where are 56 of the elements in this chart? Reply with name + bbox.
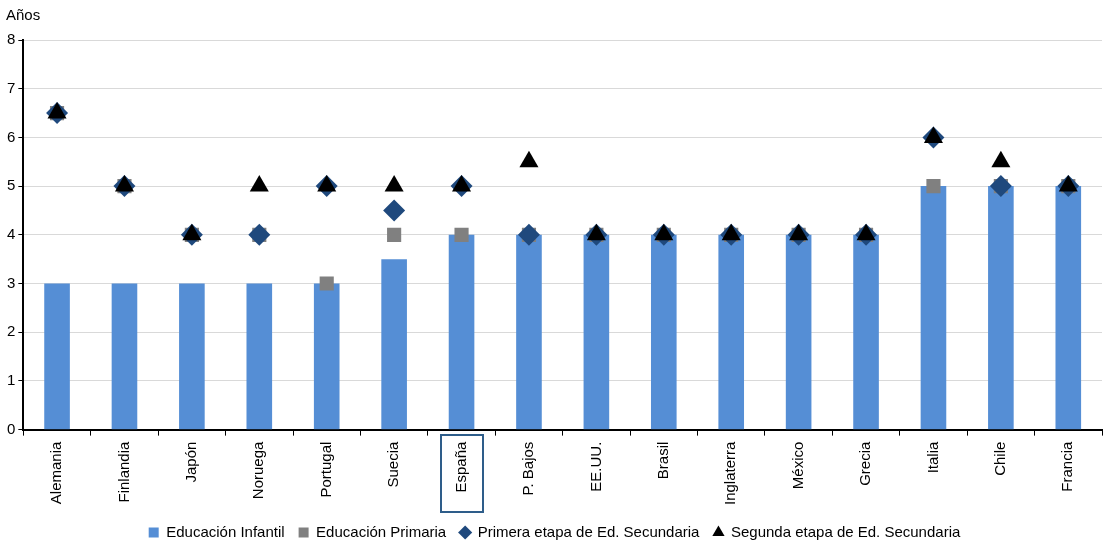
y-tick-label: 5 (7, 176, 16, 194)
bar (448, 234, 475, 430)
bar (111, 283, 138, 430)
y-tick-label: 4 (7, 224, 16, 242)
x-tick-label: EE.UU. (586, 441, 604, 492)
bar (920, 186, 947, 430)
point (317, 175, 337, 192)
y-tick-label: 3 (7, 273, 16, 291)
legend-label: Segunda etapa de Ed. Secundaria (730, 522, 961, 540)
point (454, 227, 469, 242)
point (923, 126, 943, 143)
point (517, 223, 540, 246)
x-tick-label: Finlandia (114, 440, 132, 503)
point (384, 175, 404, 192)
bar (313, 283, 340, 430)
point (383, 199, 406, 222)
point (926, 179, 941, 194)
point (991, 150, 1011, 168)
point (387, 227, 402, 242)
x-tick-label: Chile (991, 441, 1009, 476)
y-tick-label: 7 (7, 78, 16, 96)
x-tick-label: Grecia (856, 440, 874, 486)
point (452, 175, 472, 192)
legend-label: Educación Primaria (316, 522, 447, 540)
y-tick-label: 6 (7, 127, 16, 145)
bar (246, 283, 273, 430)
point (319, 276, 334, 291)
y-axis-title: Años (6, 5, 41, 23)
x-tick-label: México (788, 441, 806, 490)
y-tick-label: 8 (7, 30, 16, 48)
y-tick-label: 2 (7, 322, 16, 340)
x-tick-label: Suecia (384, 440, 402, 488)
x-tick-label: Italia (923, 440, 941, 474)
point (519, 150, 539, 168)
bar (381, 259, 407, 430)
x-tick-label: Noruega (249, 440, 267, 500)
y-tick-label: 0 (7, 419, 16, 437)
point (47, 102, 67, 119)
legend-label: Educación Infantil (166, 522, 285, 540)
point (1058, 175, 1078, 192)
x-tick-label: P. Bajos (519, 441, 537, 496)
bar (44, 283, 70, 430)
x-tick-label: Inglaterra (721, 440, 739, 506)
x-tick-label: Alemania (47, 440, 65, 505)
x-tick-label: Portugal (316, 441, 334, 498)
point (989, 175, 1012, 198)
y-tick-label: 1 (7, 371, 16, 389)
x-tick-label: Japón (182, 441, 200, 483)
point (248, 223, 271, 246)
point (249, 175, 269, 192)
x-tick-label: España (451, 440, 469, 493)
point (114, 175, 134, 192)
x-tick-label: Francia (1058, 440, 1076, 492)
bar (179, 283, 205, 430)
legend-label: Primera etapa de Ed. Secundaria (477, 522, 701, 540)
x-tick-label: Brasil (653, 441, 671, 480)
